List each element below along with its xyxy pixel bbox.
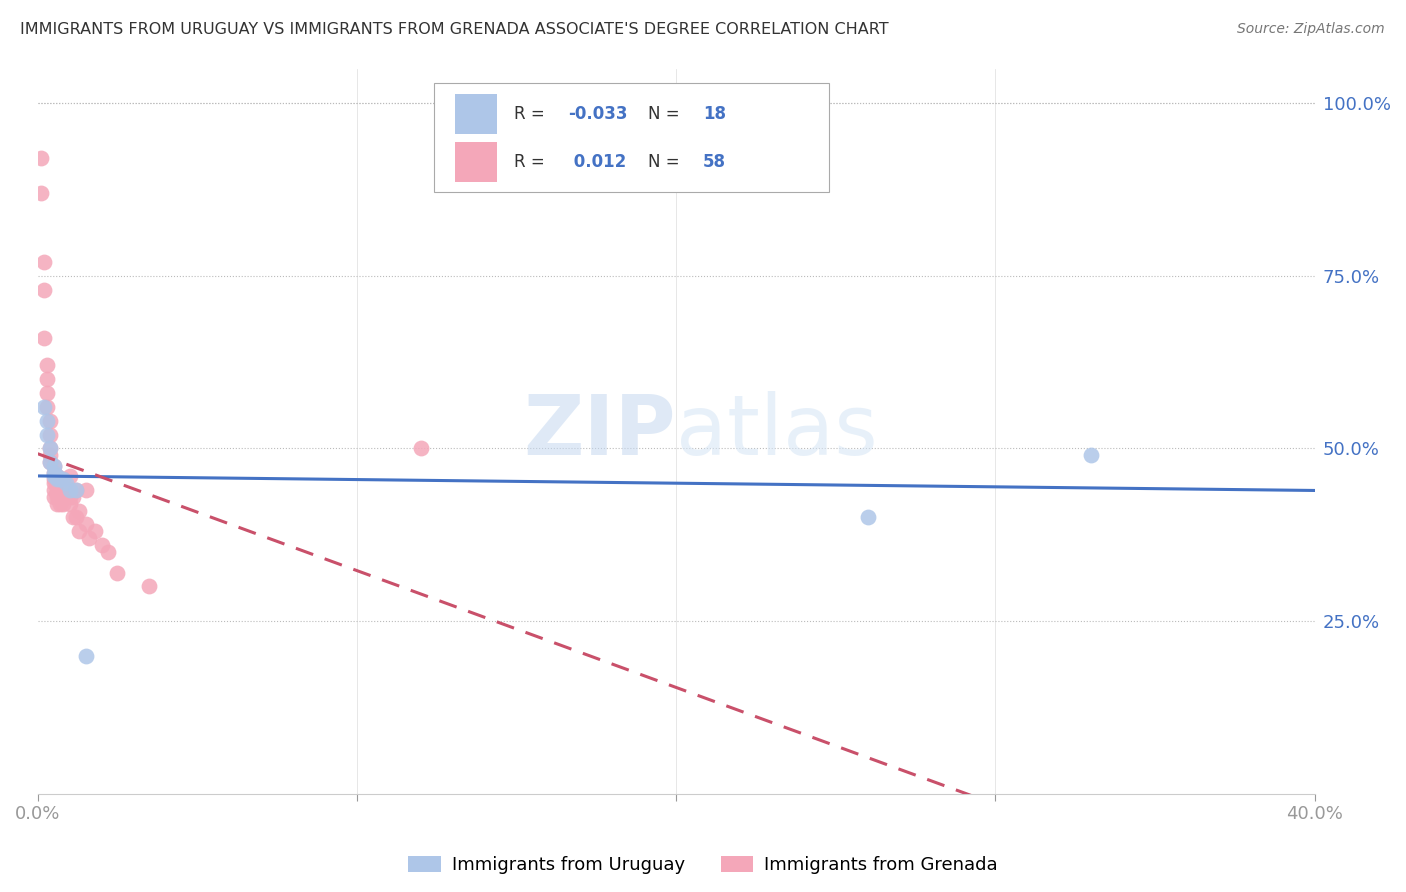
Point — [97, 545, 120, 559]
Point — [39, 427, 62, 442]
Point — [42, 483, 65, 497]
Point — [75, 517, 97, 532]
Point — [55, 490, 77, 504]
Point — [30, 186, 52, 200]
Text: N =: N = — [648, 153, 685, 171]
Point — [1080, 448, 1102, 462]
Point — [107, 566, 129, 580]
Point — [65, 510, 87, 524]
Point — [49, 472, 72, 486]
Point — [42, 458, 65, 473]
Point — [52, 483, 75, 497]
Point — [55, 483, 77, 497]
Point — [42, 466, 65, 480]
Point — [52, 497, 75, 511]
Point — [45, 497, 67, 511]
Point — [37, 372, 59, 386]
Point — [39, 448, 62, 462]
Text: N =: N = — [648, 105, 685, 123]
Point — [37, 427, 59, 442]
Point — [45, 490, 67, 504]
Point — [39, 442, 62, 456]
Point — [49, 483, 72, 497]
Point — [42, 469, 65, 483]
Point — [42, 490, 65, 504]
Text: atlas: atlas — [676, 391, 877, 472]
Point — [52, 475, 75, 490]
Point — [65, 483, 87, 497]
Point — [67, 503, 90, 517]
Point — [52, 486, 75, 500]
Point — [37, 400, 59, 414]
Point — [59, 483, 82, 497]
Point — [138, 579, 160, 593]
Point — [49, 475, 72, 490]
Point — [409, 442, 432, 456]
Point — [39, 455, 62, 469]
Point — [59, 483, 82, 497]
Point — [77, 531, 100, 545]
Text: R =: R = — [515, 105, 550, 123]
Point — [52, 472, 75, 486]
Point — [59, 469, 82, 483]
Point — [37, 386, 59, 401]
Point — [42, 475, 65, 490]
Text: ZIP: ZIP — [523, 391, 676, 472]
Bar — [456, 142, 498, 182]
Point — [30, 151, 52, 165]
Text: 58: 58 — [703, 153, 725, 171]
Point — [62, 510, 84, 524]
Point — [856, 510, 879, 524]
Point — [67, 524, 90, 539]
Text: -0.033: -0.033 — [568, 105, 627, 123]
Point — [49, 490, 72, 504]
Point — [45, 472, 67, 486]
Text: IMMIGRANTS FROM URUGUAY VS IMMIGRANTS FROM GRENADA ASSOCIATE'S DEGREE CORRELATIO: IMMIGRANTS FROM URUGUAY VS IMMIGRANTS FR… — [20, 22, 889, 37]
Text: Source: ZipAtlas.com: Source: ZipAtlas.com — [1237, 22, 1385, 37]
Point — [59, 497, 82, 511]
Point — [39, 414, 62, 428]
Point — [52, 472, 75, 486]
Point — [45, 472, 67, 486]
Point — [32, 331, 55, 345]
Point — [84, 524, 107, 539]
Text: 0.012: 0.012 — [568, 153, 626, 171]
Point — [42, 458, 65, 473]
Point — [49, 472, 72, 486]
Point — [45, 483, 67, 497]
Point — [39, 442, 62, 456]
Point — [49, 497, 72, 511]
Point — [42, 472, 65, 486]
Point — [37, 359, 59, 373]
Point — [45, 469, 67, 483]
Point — [42, 466, 65, 480]
Text: R =: R = — [515, 153, 550, 171]
Bar — [456, 95, 498, 134]
Point — [90, 538, 112, 552]
Text: 18: 18 — [703, 105, 725, 123]
Point — [55, 475, 77, 490]
Point — [75, 483, 97, 497]
Point — [75, 648, 97, 663]
FancyBboxPatch shape — [433, 83, 830, 192]
Point — [45, 469, 67, 483]
Legend: Immigrants from Uruguay, Immigrants from Grenada: Immigrants from Uruguay, Immigrants from… — [401, 848, 1005, 881]
Point — [45, 486, 67, 500]
Point — [39, 455, 62, 469]
Point — [62, 490, 84, 504]
Point — [37, 414, 59, 428]
Point — [59, 490, 82, 504]
Point — [32, 400, 55, 414]
Point — [65, 483, 87, 497]
Point — [45, 475, 67, 490]
Point — [32, 255, 55, 269]
Point — [32, 283, 55, 297]
